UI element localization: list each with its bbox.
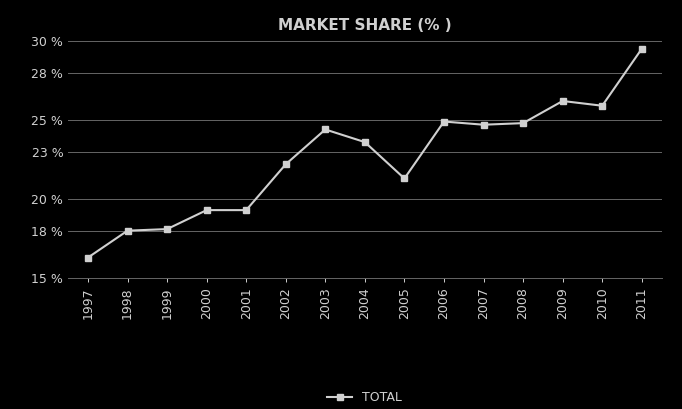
Legend: TOTAL: TOTAL — [323, 387, 407, 409]
Title: MARKET SHARE (% ): MARKET SHARE (% ) — [278, 18, 451, 33]
